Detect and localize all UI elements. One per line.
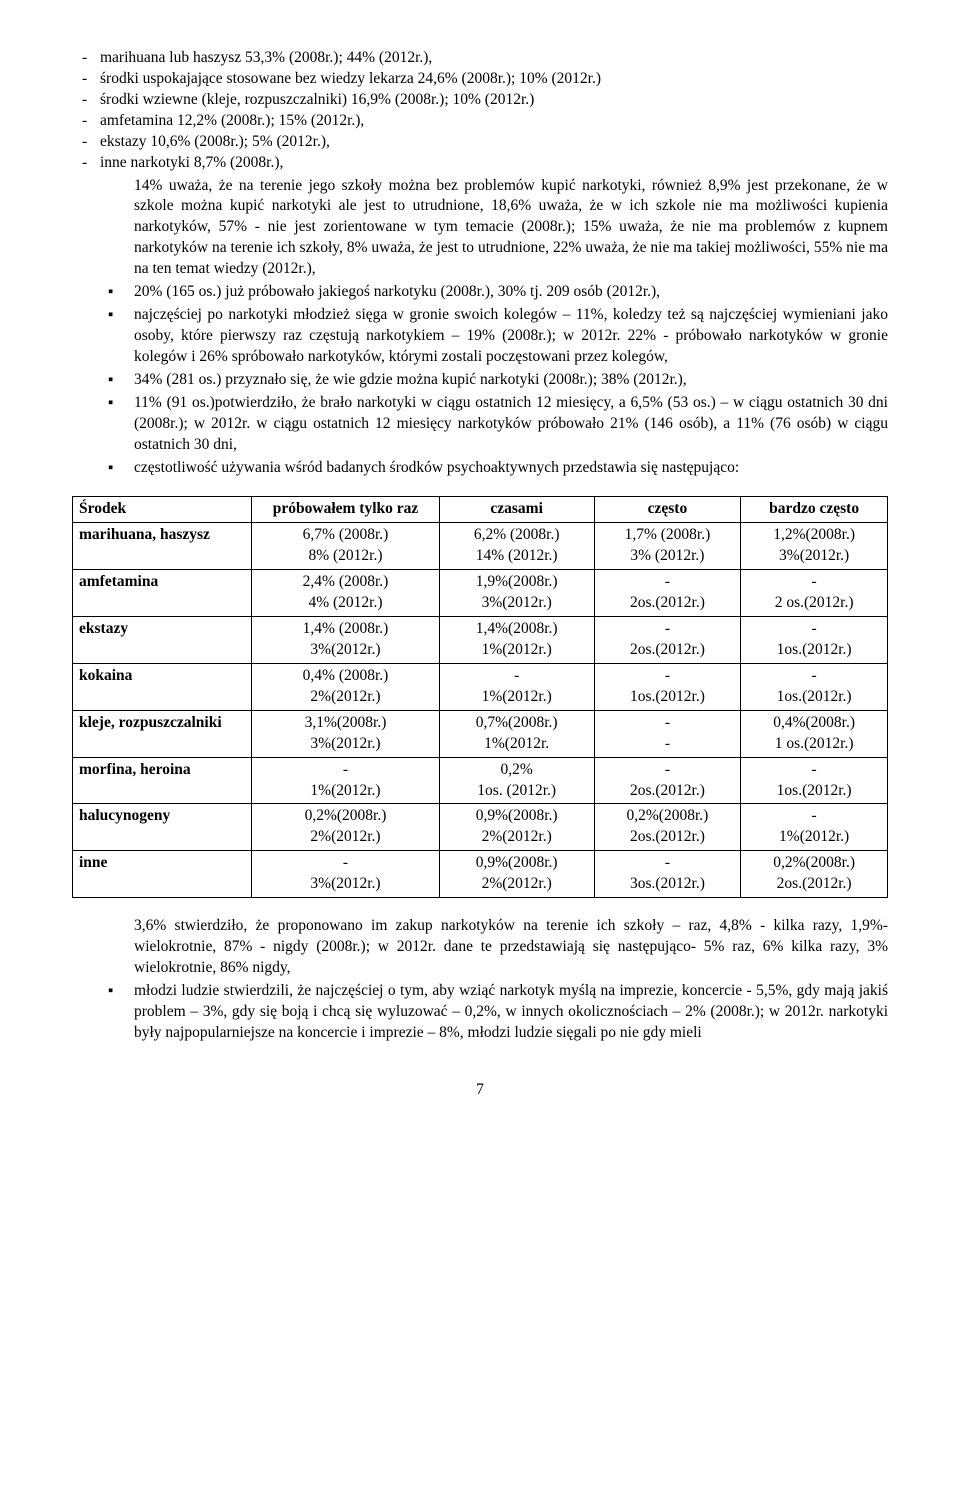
row-label: marihuana, haszysz	[73, 523, 252, 570]
list-item: najczęściej po narkotyki młodzież sięga …	[108, 305, 888, 368]
sub-list: marihuana lub haszysz 53,3% (2008r.); 44…	[72, 48, 888, 174]
cell: 3,1%(2008r.)3%(2012r.)	[252, 710, 439, 757]
cell: -3os.(2012r.)	[594, 851, 741, 898]
cell: 1,4%(2008r.)1%(2012r.)	[439, 617, 594, 664]
page-number: 7	[72, 1080, 888, 1101]
sub-list-item: środki uspokajające stosowane bez wiedzy…	[72, 69, 888, 90]
cell: 0,9%(2008r.)2%(2012r.)	[439, 804, 594, 851]
list-item: marihuana lub haszysz 53,3% (2008r.); 44…	[108, 48, 888, 174]
cell: -1%(2012r.)	[741, 804, 888, 851]
cell: 2,4% (2008r.)4% (2012r.)	[252, 570, 439, 617]
table-row: marihuana, haszysz6,7% (2008r.)8% (2012r…	[73, 523, 888, 570]
cell: 1,2%(2008r.)3%(2012r.)	[741, 523, 888, 570]
table-row: kleje, rozpuszczalniki3,1%(2008r.)3%(201…	[73, 710, 888, 757]
cell: -1os.(2012r.)	[594, 663, 741, 710]
frequency-table: Środek próbowałem tylko raz czasami częs…	[72, 496, 888, 898]
row-label: ekstazy	[73, 617, 252, 664]
th-czasami: czasami	[439, 497, 594, 523]
row-label: halucynogeny	[73, 804, 252, 851]
cell: 0,4% (2008r.)2%(2012r.)	[252, 663, 439, 710]
list-item: 11% (91 os.)potwierdziło, że brało narko…	[108, 393, 888, 456]
th-bardzo: bardzo często	[741, 497, 888, 523]
sub-list-item: marihuana lub haszysz 53,3% (2008r.); 44…	[72, 48, 888, 69]
list-item: 34% (281 os.) przyznało się, że wie gdzi…	[108, 370, 888, 391]
row-label: morfina, heroina	[73, 757, 252, 804]
cell: -2os.(2012r.)	[594, 617, 741, 664]
bullet-list-bottom: 3,6% stwierdziło, że proponowano im zaku…	[72, 916, 888, 1044]
sub-list-item: amfetamina 12,2% (2008r.); 15% (2012r.),	[72, 111, 888, 132]
th-srodek: Środek	[73, 497, 252, 523]
row-label: inne	[73, 851, 252, 898]
cell: 1,7% (2008r.)3% (2012r.)	[594, 523, 741, 570]
table-row: inne-3%(2012r.)0,9%(2008r.)2%(2012r.)-3o…	[73, 851, 888, 898]
list-item: młodzi ludzie stwierdzili, że najczęście…	[108, 981, 888, 1044]
cell: -3%(2012r.)	[252, 851, 439, 898]
cell: 6,2% (2008r.)14% (2012r.)	[439, 523, 594, 570]
cell: -1%(2012r.)	[439, 663, 594, 710]
table-body: marihuana, haszysz6,7% (2008r.)8% (2012r…	[73, 523, 888, 898]
list-item: 20% (165 os.) już próbowało jakiegoś nar…	[108, 282, 888, 303]
cell: -1os.(2012r.)	[741, 617, 888, 664]
table-row: ekstazy1,4% (2008r.)3%(2012r.)1,4%(2008r…	[73, 617, 888, 664]
list-item: częstotliwość używania wśród badanych śr…	[108, 458, 888, 479]
list-item: 3,6% stwierdziło, że proponowano im zaku…	[108, 916, 888, 979]
table-row: morfina, heroina-1%(2012r.)0,2%1os. (201…	[73, 757, 888, 804]
th-czesto: często	[594, 497, 741, 523]
sub-list-item: środki wziewne (kleje, rozpuszczalniki) …	[72, 90, 888, 111]
table-row: kokaina0,4% (2008r.)2%(2012r.)-1%(2012r.…	[73, 663, 888, 710]
cell: --	[594, 710, 741, 757]
table-row: halucynogeny0,2%(2008r.)2%(2012r.)0,9%(2…	[73, 804, 888, 851]
cell: 0,2%1os. (2012r.)	[439, 757, 594, 804]
table-row: amfetamina2,4% (2008r.)4% (2012r.)1,9%(2…	[73, 570, 888, 617]
row-label: kleje, rozpuszczalniki	[73, 710, 252, 757]
cell: -2os.(2012r.)	[594, 570, 741, 617]
th-raz: próbowałem tylko raz	[252, 497, 439, 523]
row-label: kokaina	[73, 663, 252, 710]
cell: 0,4%(2008r.)1 os.(2012r.)	[741, 710, 888, 757]
cell: 6,7% (2008r.)8% (2012r.)	[252, 523, 439, 570]
cell: -2os.(2012r.)	[594, 757, 741, 804]
cell: 1,4% (2008r.)3%(2012r.)	[252, 617, 439, 664]
bullet-list-main: 14% uważa, że na terenie jego szkoły moż…	[72, 176, 888, 479]
cell: 0,2%(2008r.)2os.(2012r.)	[741, 851, 888, 898]
bullet-list-top: marihuana lub haszysz 53,3% (2008r.); 44…	[72, 48, 888, 174]
sub-list-item: ekstazy 10,6% (2008r.); 5% (2012r.),	[72, 132, 888, 153]
sub-list-item: inne narkotyki 8,7% (2008r.),	[72, 153, 888, 174]
cell: 0,2%(2008r.)2%(2012r.)	[252, 804, 439, 851]
cell: 0,7%(2008r.)1%(2012r.	[439, 710, 594, 757]
row-label: amfetamina	[73, 570, 252, 617]
cell: -2 os.(2012r.)	[741, 570, 888, 617]
cell: 0,2%(2008r.)2os.(2012r.)	[594, 804, 741, 851]
cell: 0,9%(2008r.)2%(2012r.)	[439, 851, 594, 898]
cell: -1os.(2012r.)	[741, 757, 888, 804]
list-item: 14% uważa, że na terenie jego szkoły moż…	[108, 176, 888, 281]
cell: -1%(2012r.)	[252, 757, 439, 804]
cell: 1,9%(2008r.)3%(2012r.)	[439, 570, 594, 617]
table-head: Środek próbowałem tylko raz czasami częs…	[73, 497, 888, 523]
cell: -1os.(2012r.)	[741, 663, 888, 710]
